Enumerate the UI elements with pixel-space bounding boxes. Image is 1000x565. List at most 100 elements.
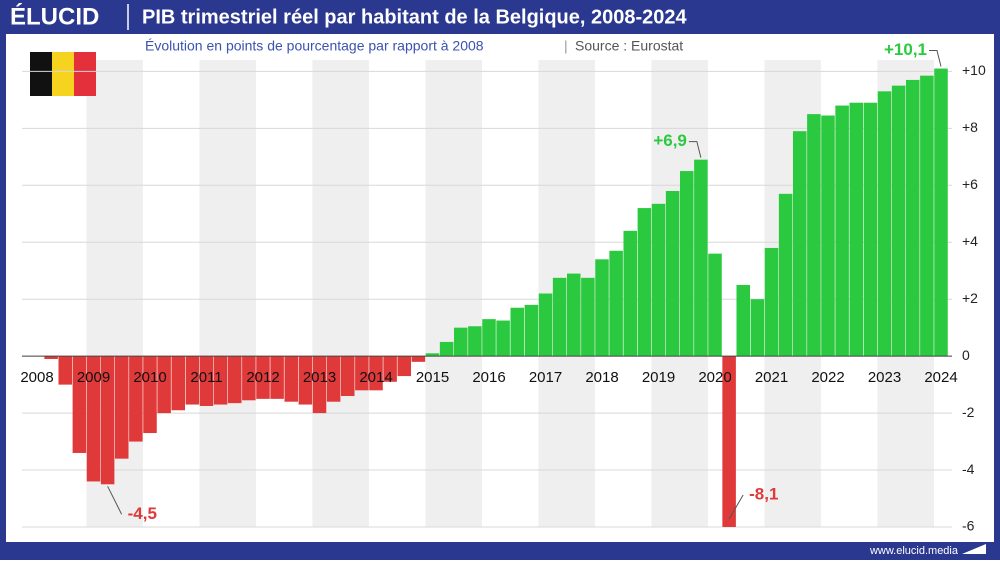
value-label: -8,1 bbox=[749, 484, 778, 503]
bar bbox=[270, 356, 284, 399]
bar bbox=[905, 79, 920, 357]
x-tick-label: 2021 bbox=[755, 369, 788, 386]
bar bbox=[637, 208, 652, 357]
bar bbox=[453, 327, 468, 357]
bar bbox=[792, 131, 807, 357]
leader-line bbox=[688, 141, 702, 158]
x-tick-label: 2023 bbox=[868, 369, 901, 386]
y-tick-label: -6 bbox=[962, 518, 975, 534]
bar bbox=[778, 193, 793, 357]
x-tick-label: 2013 bbox=[303, 369, 336, 386]
flag bbox=[30, 52, 96, 96]
x-tick-label: 2015 bbox=[416, 369, 449, 386]
leader-line bbox=[929, 50, 942, 67]
bar bbox=[764, 247, 779, 357]
bars bbox=[44, 68, 948, 527]
bar bbox=[312, 356, 327, 414]
bar bbox=[835, 105, 849, 357]
bar bbox=[227, 356, 242, 404]
x-tick-label: 2020 bbox=[698, 369, 731, 386]
bar bbox=[877, 91, 892, 357]
x-tick-label: 2024 bbox=[924, 369, 957, 386]
bar bbox=[679, 171, 694, 357]
bar bbox=[114, 356, 129, 459]
y-tick-label: +8 bbox=[962, 119, 978, 135]
x-tick-label: 2018 bbox=[585, 369, 618, 386]
year-band bbox=[199, 60, 256, 527]
x-tick-label: 2017 bbox=[529, 369, 562, 386]
bar bbox=[722, 356, 736, 527]
bar bbox=[581, 277, 595, 357]
bar bbox=[58, 356, 73, 385]
y-tick-label: 0 bbox=[962, 347, 970, 363]
bar bbox=[397, 356, 412, 377]
logo: ÉLUCID bbox=[10, 2, 99, 30]
chart-title: PIB trimestriel réel par habitant de la … bbox=[142, 6, 688, 28]
bar bbox=[750, 299, 765, 357]
bar bbox=[807, 114, 821, 357]
bar bbox=[44, 356, 58, 359]
bar bbox=[369, 356, 383, 391]
logo-mark bbox=[962, 544, 986, 554]
bar bbox=[86, 356, 101, 482]
bar bbox=[171, 356, 186, 411]
bar bbox=[821, 115, 835, 357]
x-tick-label: 2012 bbox=[246, 369, 279, 386]
value-label: +10,1 bbox=[884, 40, 927, 59]
bar bbox=[72, 356, 87, 453]
leader-line bbox=[728, 494, 744, 520]
x-tick-label: 2010 bbox=[133, 369, 166, 386]
year-band bbox=[312, 60, 369, 527]
bar bbox=[185, 356, 200, 405]
bar bbox=[623, 230, 638, 357]
bar bbox=[665, 190, 680, 357]
x-tick-label: 2019 bbox=[642, 369, 675, 386]
bar bbox=[298, 356, 313, 405]
bar bbox=[439, 341, 454, 357]
bar bbox=[129, 356, 143, 442]
bar bbox=[100, 356, 115, 485]
bar bbox=[326, 356, 341, 402]
chart-subtitle: Évolution en points de pourcentage par r… bbox=[145, 38, 484, 54]
bar bbox=[849, 102, 864, 357]
bar bbox=[340, 356, 355, 397]
y-tick-label: -4 bbox=[962, 461, 975, 477]
bar bbox=[482, 319, 496, 357]
bar bbox=[411, 356, 426, 362]
bar bbox=[383, 356, 397, 382]
year-band bbox=[425, 60, 482, 527]
y-tick-label: +2 bbox=[962, 290, 978, 306]
bar bbox=[284, 356, 299, 402]
bar bbox=[694, 159, 708, 357]
x-tick-label: 2014 bbox=[359, 369, 392, 386]
x-tick-label: 2011 bbox=[190, 369, 222, 386]
bar bbox=[524, 304, 539, 357]
bar bbox=[468, 326, 482, 357]
separator: | bbox=[564, 38, 568, 54]
x-tick-label: 2022 bbox=[811, 369, 844, 386]
bar bbox=[708, 253, 722, 357]
bar bbox=[552, 277, 567, 357]
bar bbox=[510, 307, 525, 357]
bar bbox=[736, 284, 751, 357]
bar bbox=[143, 356, 157, 434]
bar bbox=[157, 356, 171, 414]
bar bbox=[609, 250, 623, 357]
bar bbox=[355, 356, 369, 391]
x-tick-label: 2009 bbox=[77, 369, 110, 386]
bar bbox=[538, 293, 553, 357]
bar bbox=[891, 85, 906, 357]
source: Source : Eurostat bbox=[575, 38, 683, 54]
x-tick-label: 2016 bbox=[472, 369, 505, 386]
bar bbox=[199, 356, 214, 406]
bar bbox=[213, 356, 228, 405]
y-tick-label: -2 bbox=[962, 404, 975, 420]
bar bbox=[256, 356, 270, 399]
x-tick-label: 2008 bbox=[20, 369, 53, 386]
bar bbox=[595, 259, 609, 357]
value-label: +6,9 bbox=[653, 131, 687, 150]
website: www.elucid.media bbox=[869, 545, 959, 557]
bar bbox=[920, 75, 934, 357]
bar bbox=[496, 320, 510, 357]
